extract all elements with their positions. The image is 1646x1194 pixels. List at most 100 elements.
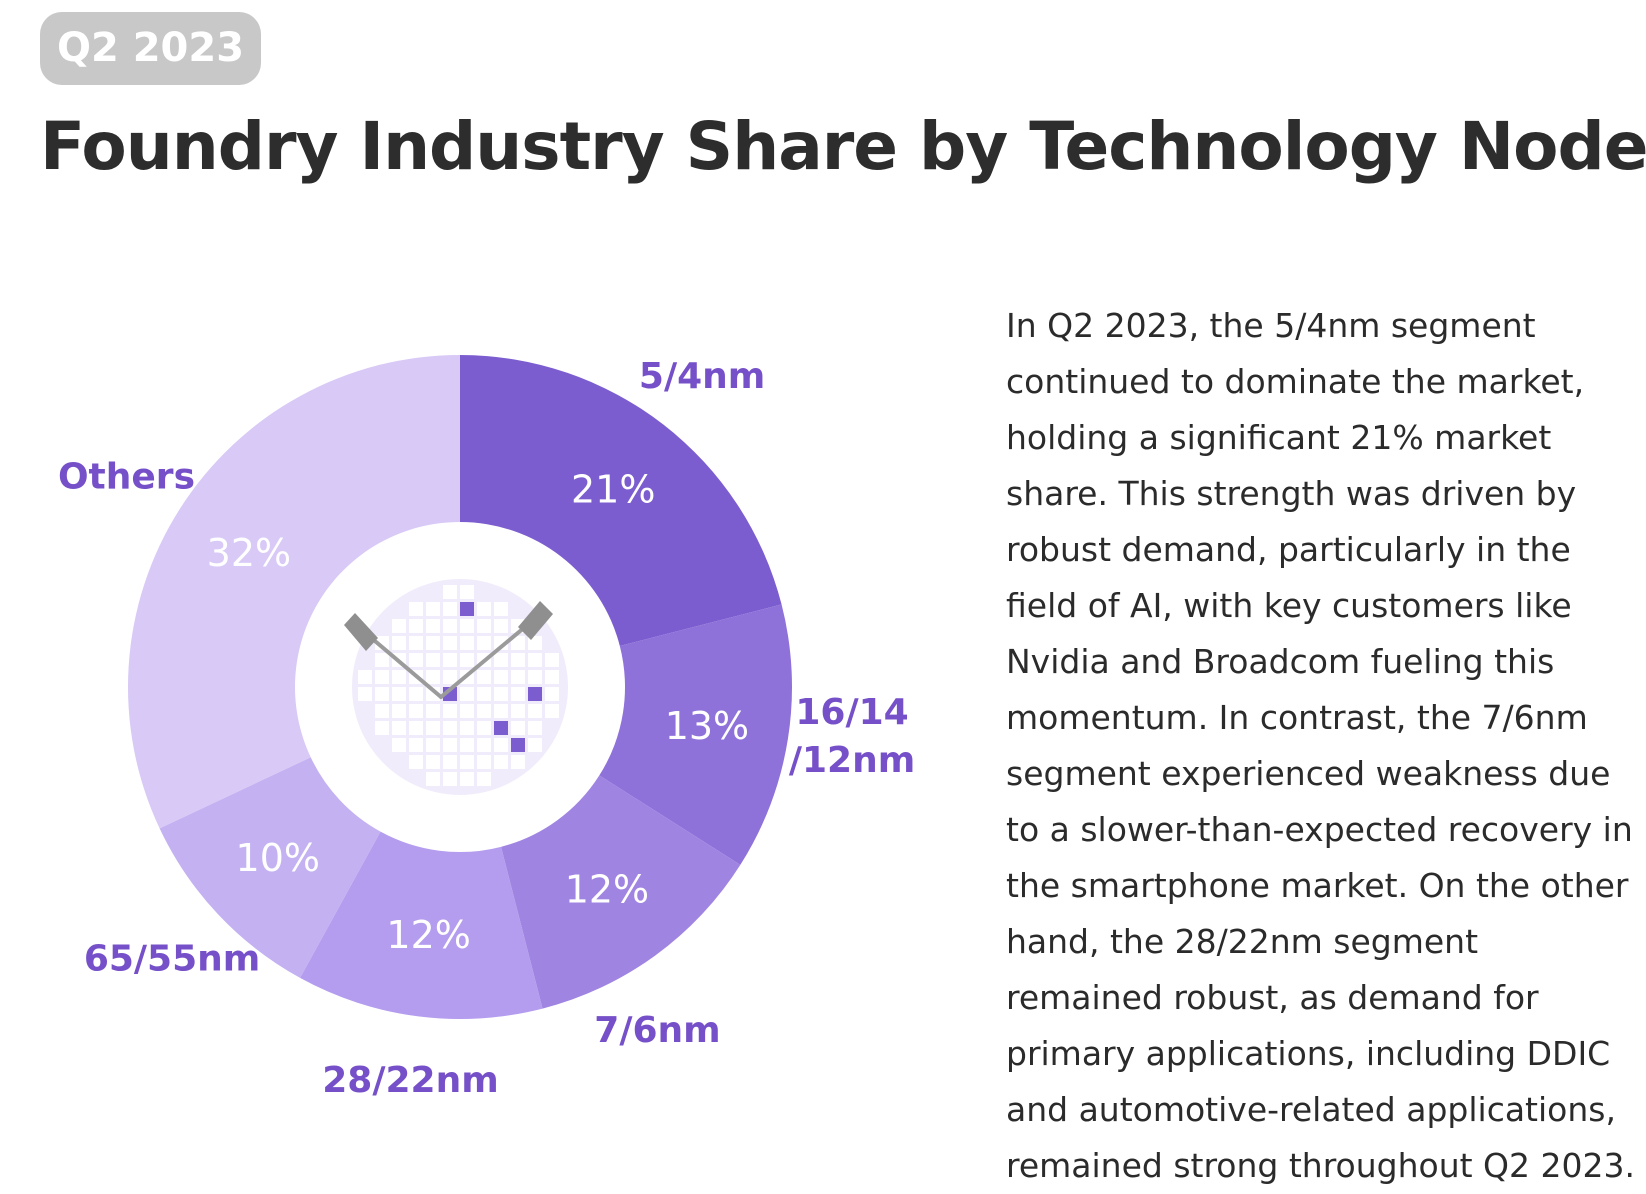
slice-65-55nm [159,757,381,978]
wafer-die [545,653,559,667]
slice-7-6nm [501,775,741,1009]
wafer-die [494,755,508,769]
wafer-die [545,704,559,718]
wafer-die [426,704,440,718]
category-label-16-14-12nm: 16/14/12nm [789,692,915,781]
wafer-die [409,738,423,752]
value-label-16-14-12nm: 13% [665,704,749,748]
wafer-die [511,738,525,752]
wafer-die [409,721,423,735]
wafer-die [511,687,525,701]
wafer-die [460,585,474,599]
value-label-7-6nm: 12% [565,867,649,911]
wafer-die [426,653,440,667]
wafer-die [443,755,457,769]
slice-16-14-12nm [599,604,792,865]
wafer-die [494,738,508,752]
wafer-die [477,755,491,769]
wafer-die [460,704,474,718]
wafer-die [426,738,440,752]
wafer-die [426,670,440,684]
wafer-die [426,755,440,769]
wafer-die [477,738,491,752]
wafer-die [392,687,406,701]
wafer-die [460,738,474,752]
slice-28-22nm [300,831,543,1020]
wafer-die [426,687,440,701]
wafer-die [511,704,525,718]
wafer-die [375,653,389,667]
probe-right-icon [439,601,553,699]
wafer-die [528,687,542,701]
wafer-die [392,636,406,650]
wafer-die [528,670,542,684]
wafer-die [443,619,457,633]
wafer-die [477,619,491,633]
wafer-with-probes-icon [344,579,568,795]
wafer-die [511,755,525,769]
category-label-65-55nm: 65/55nm [84,938,260,979]
category-label-others: Others [58,456,195,497]
wafer-die [460,755,474,769]
value-label-28-22nm: 12% [386,913,470,957]
wafer-die [494,721,508,735]
wafer-die [375,670,389,684]
wafer-die [528,738,542,752]
wafer-die [409,653,423,667]
wafer-die [477,721,491,735]
category-labels: 5/4nm 16/14/12nm 7/6nm 28/22nm 65/55nm Others [58,356,915,1101]
wafer-die [443,636,457,650]
donut-chart: 21% 13% 12% 12% 10% 32% 5/4nm 16/14/12nm 7/6nm 2… [58,354,915,1101]
wafer-die [358,670,372,684]
wafer-die [392,721,406,735]
wafer-die [409,619,423,633]
wafer-die [511,721,525,735]
wafer-die [494,704,508,718]
chart-slices [128,354,792,1020]
wafer-die [511,670,525,684]
wafer-die [443,653,457,667]
slice-others [128,354,461,829]
wafer-die [426,636,440,650]
wafer-die [545,687,559,701]
value-label-others: 32% [207,531,291,575]
wafer-die [494,602,508,616]
wafer-die [460,602,474,616]
value-label-65-55nm: 10% [236,836,320,880]
wafer-die [477,670,491,684]
wafer-die [494,619,508,633]
wafer-die [443,602,457,616]
probe-left-icon [344,613,443,699]
wafer-die [545,670,559,684]
wafer-die [443,670,457,684]
wafer-die [477,772,491,786]
wafer-die [392,704,406,718]
wafer-die [426,721,440,735]
wafer-die [392,738,406,752]
wafer-die [511,653,525,667]
wafer-die [528,721,542,735]
wafer-die [443,738,457,752]
slice-5-4nm [460,355,782,646]
wafer-die [426,619,440,633]
wafer-die [477,687,491,701]
wafer-die [460,636,474,650]
wafer-die [443,772,457,786]
wafer-die [358,687,372,701]
wafer-die [477,602,491,616]
period-badge: Q2 2023 [40,12,261,85]
wafer-die [460,687,474,701]
wafer-die [392,619,406,633]
wafer-die [494,653,508,667]
category-label-5-4nm: 5/4nm [639,356,765,397]
wafer-die [460,721,474,735]
wafer-die [409,755,423,769]
wafer-die [409,704,423,718]
value-label-5-4nm: 21% [571,467,655,511]
wafer-die [477,704,491,718]
wafer-die [409,636,423,650]
wafer-die [443,704,457,718]
category-label-28-22nm: 28/22nm [322,1060,498,1101]
wafer-die [375,721,389,735]
wafer-die [409,602,423,616]
